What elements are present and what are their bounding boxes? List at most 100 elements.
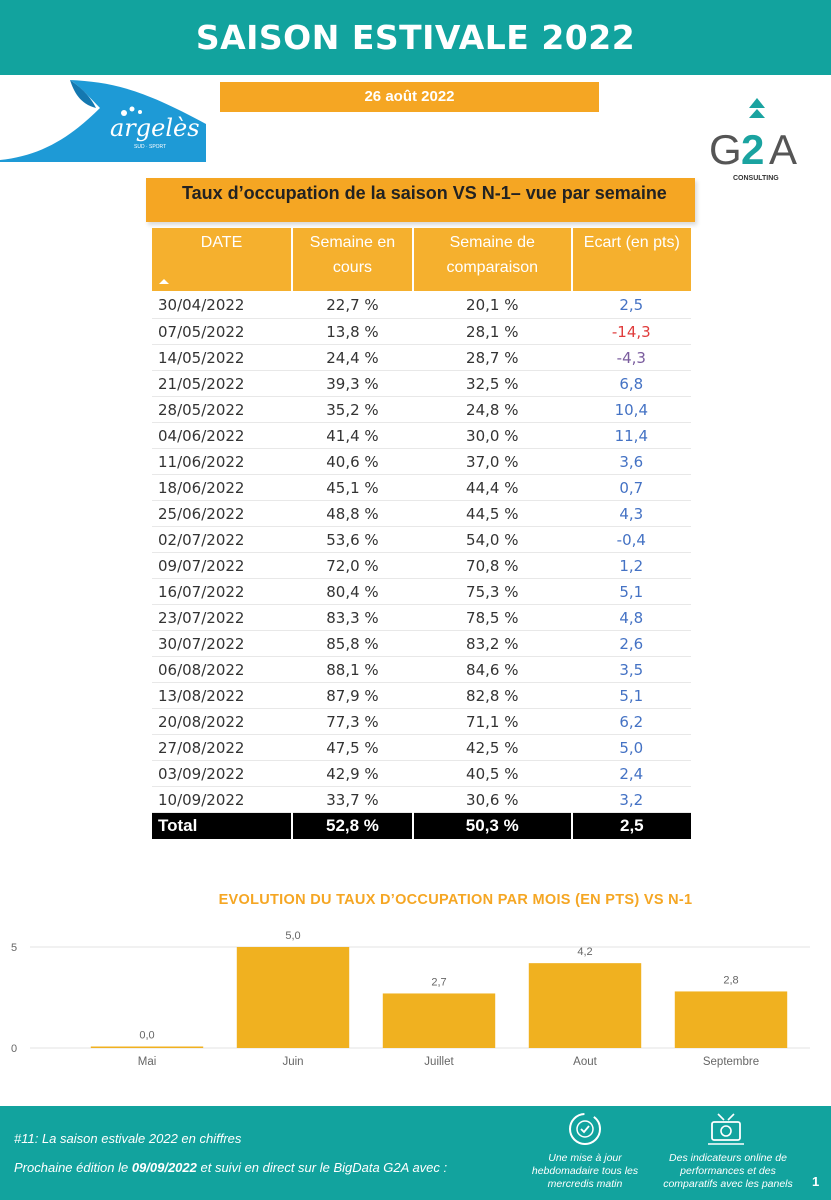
- occupancy-table: DATE Semaine en cours Semaine de compara…: [152, 228, 691, 839]
- x-tick-label: Septembre: [703, 1056, 759, 1068]
- cell-comparison: 28,1 %: [412, 318, 572, 345]
- cell-current: 40,6 %: [292, 448, 413, 475]
- report-date: 26 août 2022: [220, 82, 599, 112]
- cell-comparison: 24,8 %: [412, 396, 572, 423]
- cell-comparison: 28,7 %: [412, 344, 572, 371]
- col-header-date[interactable]: DATE: [152, 228, 294, 291]
- cell-date: 06/08/2022: [152, 656, 293, 683]
- cell-date: 10/09/2022: [152, 786, 293, 813]
- table-row: 30/07/2022 85,8 % 83,2 % 2,6: [152, 630, 691, 657]
- x-tick-label: Juillet: [424, 1056, 454, 1068]
- cell-comparison: 42,5 %: [412, 734, 572, 761]
- cell-gap: 11,4: [571, 422, 691, 449]
- cell-current: 24,4 %: [292, 344, 413, 371]
- bar-value-label: 0,0: [139, 1030, 154, 1042]
- cell-gap: 2,5: [571, 291, 691, 319]
- col-header-comparison-week[interactable]: Semaine de comparaison: [412, 228, 573, 291]
- cell-gap: 5,1: [571, 682, 691, 709]
- page-header: SAISON ESTIVALE 2022: [0, 0, 831, 75]
- cell-current: 13,8 %: [292, 318, 413, 345]
- table-total-row: Total 52,8 % 50,3 % 2,5: [152, 812, 691, 839]
- cell-gap: 5,1: [571, 578, 691, 605]
- cell-current: 77,3 %: [292, 708, 413, 735]
- cell-date: 23/07/2022: [152, 604, 293, 631]
- cell-current: 39,3 %: [292, 370, 413, 397]
- cell-comparison: 54,0 %: [412, 526, 572, 553]
- table-row: 02/07/2022 53,6 % 54,0 % -0,4: [152, 526, 691, 553]
- table-row: 23/07/2022 83,3 % 78,5 % 4,8: [152, 604, 691, 631]
- table-row: 28/05/2022 35,2 % 24,8 % 10,4: [152, 396, 691, 423]
- x-tick-label: Mai: [138, 1056, 157, 1068]
- cell-date: 07/05/2022: [152, 318, 293, 345]
- cell-current: 85,8 %: [292, 630, 413, 657]
- cell-comparison: 71,1 %: [412, 708, 572, 735]
- bar: [382, 993, 496, 1048]
- cell-gap: 0,7: [571, 474, 691, 501]
- performance-indicators-icon: [708, 1113, 744, 1145]
- footer-next-prefix: Prochaine édition le: [14, 1160, 132, 1175]
- cell-comparison: 37,0 %: [412, 448, 572, 475]
- footer-bullet-indicators: Des indicateurs online de performances e…: [663, 1152, 793, 1190]
- cell-date: 30/07/2022: [152, 630, 293, 657]
- cell-date: 04/06/2022: [152, 422, 293, 449]
- g2a-logo-a: A: [769, 126, 797, 173]
- table-row: 16/07/2022 80,4 % 75,3 % 5,1: [152, 578, 691, 605]
- cell-comparison: 30,6 %: [412, 786, 572, 813]
- cell-date: 11/06/2022: [152, 448, 293, 475]
- cell-current: 88,1 %: [292, 656, 413, 683]
- table-row: 14/05/2022 24,4 % 28,7 % -4,3: [152, 344, 691, 371]
- cell-comparison: 40,5 %: [412, 760, 572, 787]
- weekly-update-icon: [569, 1113, 601, 1145]
- cell-comparison: 30,0 %: [412, 422, 572, 449]
- cell-current: 33,7 %: [292, 786, 413, 813]
- table-row: 04/06/2022 41,4 % 30,0 % 11,4: [152, 422, 691, 449]
- monthly-bar-chart: 0 5 0,0 Mai 5,0 Juin 2,7 Juillet 4,2 Aout 2,8 Septe…: [11, 930, 810, 1068]
- total-label: Total: [152, 812, 294, 839]
- cell-gap: 4,8: [571, 604, 691, 631]
- cell-date: 30/04/2022: [152, 291, 293, 319]
- cell-comparison: 84,6 %: [412, 656, 572, 683]
- total-current: 52,8 %: [292, 812, 414, 839]
- table-row: 21/05/2022 39,3 % 32,5 % 6,8: [152, 370, 691, 397]
- table-row: 06/08/2022 88,1 % 84,6 % 3,5: [152, 656, 691, 683]
- sort-ascending-icon[interactable]: [159, 279, 169, 284]
- footer-bullet-weekly: Une mise à jour hebdomadaire tous les me…: [531, 1152, 639, 1190]
- cell-gap: 6,2: [571, 708, 691, 735]
- footer: #11: La saison estivale 2022 en chiffres…: [0, 1106, 831, 1200]
- bar: [528, 963, 642, 1048]
- cell-date: 16/07/2022: [152, 578, 293, 605]
- bar-value-label: 2,8: [723, 974, 738, 986]
- cell-date: 13/08/2022: [152, 682, 293, 709]
- cell-comparison: 20,1 %: [412, 291, 572, 319]
- cell-current: 47,5 %: [292, 734, 413, 761]
- y-tick-label: 5: [11, 942, 17, 954]
- cell-gap: 5,0: [571, 734, 691, 761]
- col-header-current-week[interactable]: Semaine en cours: [292, 228, 414, 291]
- table-row: 09/07/2022 72,0 % 70,8 % 1,2: [152, 552, 691, 579]
- bar-value-label: 4,2: [577, 946, 592, 958]
- cell-comparison: 75,3 %: [412, 578, 572, 605]
- cell-current: 80,4 %: [292, 578, 413, 605]
- g2a-logo-g: G: [709, 126, 742, 173]
- cell-date: 20/08/2022: [152, 708, 293, 735]
- table-row: 10/09/2022 33,7 % 30,6 % 3,2: [152, 786, 691, 813]
- cell-current: 53,6 %: [292, 526, 413, 553]
- cell-gap: -4,3: [571, 344, 691, 371]
- total-comparison: 50,3 %: [412, 812, 573, 839]
- table-row: 07/05/2022 13,8 % 28,1 % -14,3: [152, 318, 691, 345]
- cell-current: 22,7 %: [292, 291, 413, 319]
- cell-date: 27/08/2022: [152, 734, 293, 761]
- cell-gap: 4,3: [571, 500, 691, 527]
- chart-title-suffix: VS N-1: [643, 892, 693, 908]
- table-row: 03/09/2022 42,9 % 40,5 % 2,4: [152, 760, 691, 787]
- table-row: 27/08/2022 47,5 % 42,5 % 5,0: [152, 734, 691, 761]
- bar: [236, 947, 350, 1048]
- cell-comparison: 32,5 %: [412, 370, 572, 397]
- table-row: 25/06/2022 48,8 % 44,5 % 4,3: [152, 500, 691, 527]
- footer-next-date: 09/09/2022: [131, 1160, 197, 1175]
- table-row: 20/08/2022 77,3 % 71,1 % 6,2: [152, 708, 691, 735]
- cell-gap: 3,6: [571, 448, 691, 475]
- argeles-logo-text: argelès: [110, 114, 200, 142]
- col-header-gap[interactable]: Ecart (en pts): [571, 228, 691, 291]
- cell-current: 87,9 %: [292, 682, 413, 709]
